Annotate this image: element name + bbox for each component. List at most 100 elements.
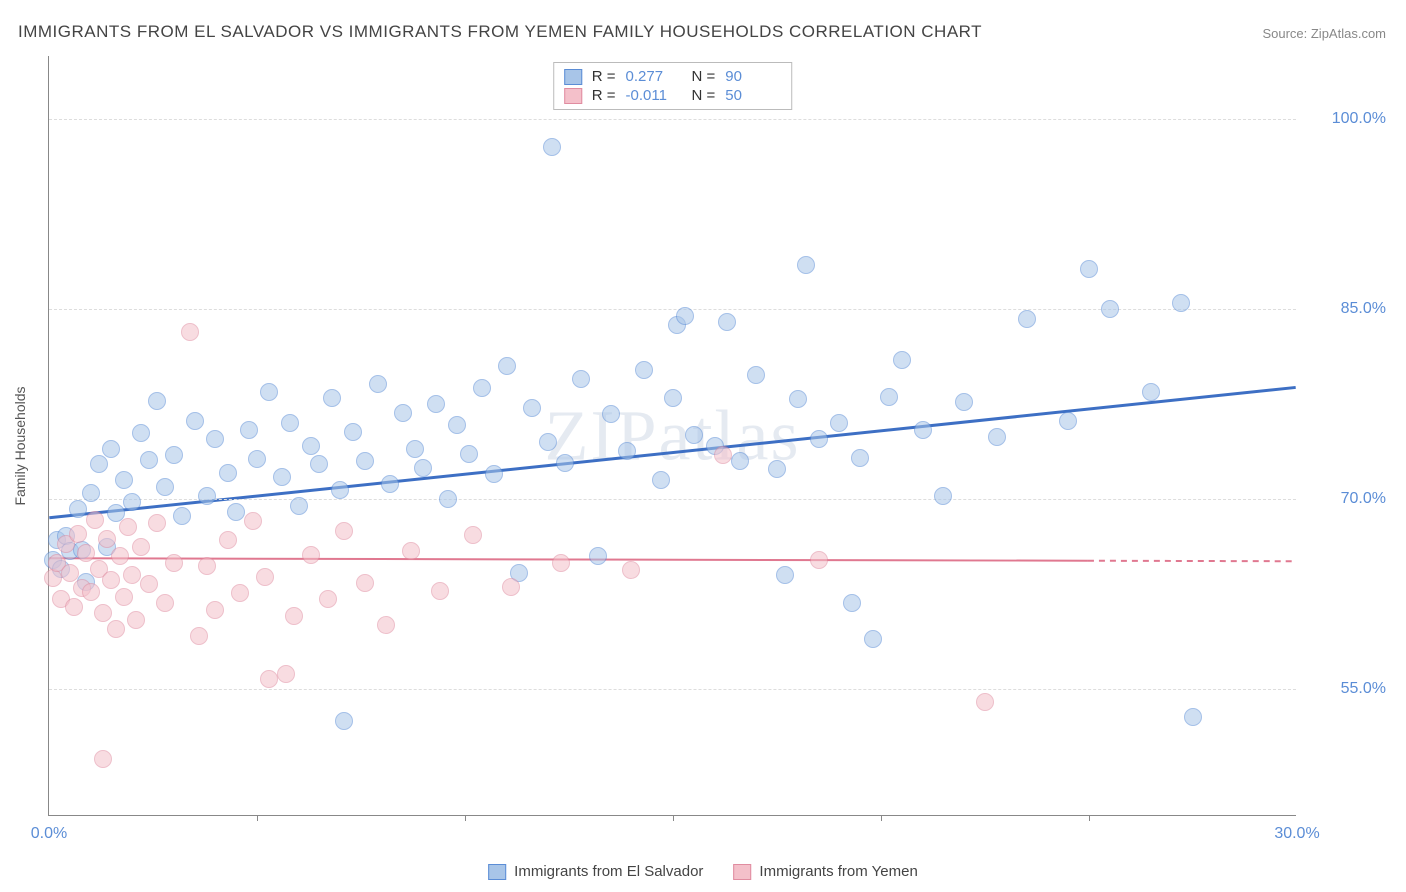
scatter-point-yemen (132, 538, 150, 556)
scatter-point-el_salvador (273, 468, 291, 486)
scatter-point-el_salvador (90, 455, 108, 473)
scatter-point-el_salvador (198, 487, 216, 505)
scatter-point-yemen (181, 323, 199, 341)
scatter-point-el_salvador (498, 357, 516, 375)
scatter-point-el_salvador (602, 405, 620, 423)
chart-title: IMMIGRANTS FROM EL SALVADOR VS IMMIGRANT… (18, 22, 982, 42)
scatter-point-el_salvador (356, 452, 374, 470)
scatter-point-yemen (552, 554, 570, 572)
scatter-point-yemen (256, 568, 274, 586)
scatter-point-yemen (86, 511, 104, 529)
x-tick-mark (257, 815, 258, 821)
scatter-point-el_salvador (240, 421, 258, 439)
plot-area: ZIPatlas R =0.277N =90R =-0.011N =50 55.… (48, 56, 1296, 816)
stat-r-value: 0.277 (626, 68, 682, 85)
scatter-point-yemen (319, 590, 337, 608)
scatter-point-el_salvador (843, 594, 861, 612)
scatter-point-yemen (156, 594, 174, 612)
scatter-point-el_salvador (543, 138, 561, 156)
trendline-ext-yemen (1088, 561, 1296, 562)
scatter-point-yemen (77, 544, 95, 562)
scatter-point-yemen (123, 566, 141, 584)
x-tick-label: 0.0% (31, 825, 67, 843)
scatter-point-el_salvador (893, 351, 911, 369)
scatter-point-el_salvador (310, 455, 328, 473)
scatter-point-yemen (219, 531, 237, 549)
scatter-point-el_salvador (331, 481, 349, 499)
scatter-point-el_salvador (1018, 310, 1036, 328)
scatter-point-el_salvador (934, 487, 952, 505)
legend-swatch-el_salvador (488, 864, 506, 880)
scatter-point-yemen (69, 525, 87, 543)
scatter-point-yemen (976, 693, 994, 711)
scatter-point-yemen (198, 557, 216, 575)
scatter-point-yemen (206, 601, 224, 619)
legend-item-yemen: Immigrants from Yemen (733, 863, 917, 880)
scatter-point-el_salvador (219, 464, 237, 482)
scatter-point-el_salvador (880, 388, 898, 406)
scatter-point-el_salvador (381, 475, 399, 493)
swatch-yemen (564, 88, 582, 104)
scatter-point-el_salvador (485, 465, 503, 483)
scatter-point-el_salvador (439, 490, 457, 508)
gridline (49, 499, 1296, 500)
chart-container: IMMIGRANTS FROM EL SALVADOR VS IMMIGRANT… (0, 0, 1406, 892)
x-tick-mark (673, 815, 674, 821)
scatter-point-el_salvador (227, 503, 245, 521)
scatter-point-yemen (431, 582, 449, 600)
stat-r-label: R = (592, 68, 616, 85)
scatter-point-el_salvador (1142, 383, 1160, 401)
scatter-point-el_salvador (102, 440, 120, 458)
stats-row-yemen: R =-0.011N =50 (564, 86, 782, 105)
scatter-point-el_salvador (414, 459, 432, 477)
x-tick-mark (465, 815, 466, 821)
scatter-point-el_salvador (115, 471, 133, 489)
y-tick-label: 85.0% (1306, 300, 1386, 318)
scatter-point-yemen (94, 604, 112, 622)
scatter-point-yemen (115, 588, 133, 606)
x-tick-mark (881, 815, 882, 821)
scatter-point-el_salvador (1101, 300, 1119, 318)
scatter-point-el_salvador (810, 430, 828, 448)
scatter-point-el_salvador (955, 393, 973, 411)
scatter-point-el_salvador (556, 454, 574, 472)
scatter-point-el_salvador (369, 375, 387, 393)
stat-n-label: N = (692, 68, 716, 85)
scatter-point-yemen (277, 665, 295, 683)
scatter-point-el_salvador (448, 416, 466, 434)
scatter-point-yemen (810, 551, 828, 569)
scatter-point-el_salvador (335, 712, 353, 730)
gridline (49, 119, 1296, 120)
scatter-point-el_salvador (718, 313, 736, 331)
scatter-point-el_salvador (731, 452, 749, 470)
y-tick-label: 70.0% (1306, 490, 1386, 508)
scatter-point-el_salvador (851, 449, 869, 467)
scatter-point-el_salvador (82, 484, 100, 502)
scatter-point-el_salvador (248, 450, 266, 468)
scatter-point-yemen (244, 512, 262, 530)
scatter-point-el_salvador (69, 500, 87, 518)
scatter-point-yemen (44, 569, 62, 587)
y-tick-label: 100.0% (1306, 110, 1386, 128)
scatter-point-el_salvador (747, 366, 765, 384)
legend-label: Immigrants from El Salvador (514, 863, 703, 880)
scatter-point-el_salvador (186, 412, 204, 430)
scatter-point-el_salvador (685, 426, 703, 444)
scatter-point-yemen (148, 514, 166, 532)
scatter-point-yemen (335, 522, 353, 540)
scatter-point-el_salvador (260, 383, 278, 401)
scatter-point-el_salvador (302, 437, 320, 455)
legend-swatch-yemen (733, 864, 751, 880)
scatter-point-el_salvador (323, 389, 341, 407)
scatter-point-yemen (82, 583, 100, 601)
scatter-point-el_salvador (830, 414, 848, 432)
stats-legend-box: R =0.277N =90R =-0.011N =50 (553, 62, 793, 110)
scatter-point-el_salvador (148, 392, 166, 410)
scatter-point-yemen (140, 575, 158, 593)
scatter-point-el_salvador (523, 399, 541, 417)
scatter-point-yemen (231, 584, 249, 602)
scatter-point-el_salvador (988, 428, 1006, 446)
scatter-point-yemen (111, 547, 129, 565)
scatter-point-yemen (190, 627, 208, 645)
scatter-point-el_salvador (206, 430, 224, 448)
